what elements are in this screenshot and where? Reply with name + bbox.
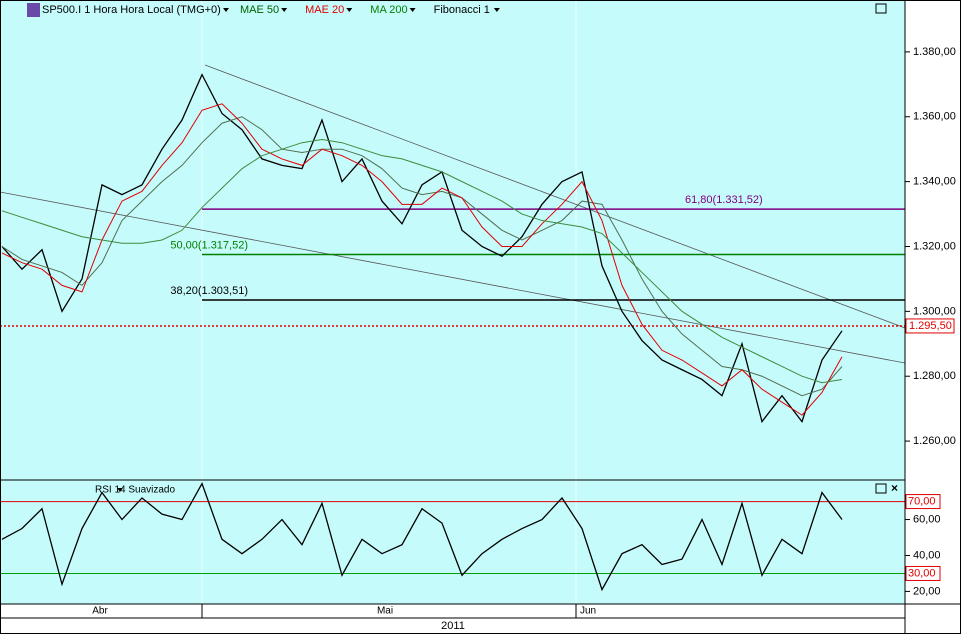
legend-entry[interactable]: MAE 50: [240, 4, 279, 16]
dropdown-arrow: [409, 8, 416, 12]
rsi-level-label: 30,00: [908, 567, 936, 579]
fibonacci-label: 61,80(1.331,52): [685, 194, 763, 206]
y-tick-label: 1.260,00: [913, 435, 956, 447]
trend-line: [0, 191, 906, 364]
rsi-level-box: [905, 494, 941, 510]
dropdown-arrow: [493, 8, 500, 12]
maximize-button[interactable]: [875, 3, 887, 14]
y-tick-label: 1.280,00: [913, 370, 956, 382]
time-axis-background: [0, 604, 905, 634]
series-line: [1, 103, 843, 416]
fibonacci-label: 38,20(1.303,51): [170, 285, 248, 297]
legend-entry[interactable]: MAE 20: [305, 4, 344, 16]
x-tick-label: Jun: [580, 606, 596, 617]
last-price-label: 1.295,50: [909, 320, 952, 332]
y-tick-label: 1.380,00: [913, 46, 956, 58]
y-tick-label: 1.360,00: [913, 111, 956, 123]
year-label: 2011: [441, 620, 465, 632]
dropdown-arrow: [346, 8, 353, 12]
x-tick-label: Abr: [92, 606, 108, 617]
y-tick-label: 1.320,00: [913, 240, 956, 252]
series-line: [1, 73, 843, 424]
plot-area: 61,80(1.331,52) 50,00(1.317,52) 38,20(1.30…: [0, 73, 905, 592]
fibonacci-label: 50,00(1.317,52): [170, 239, 248, 251]
series-line: [1, 138, 843, 384]
dropdown-arrow: [281, 8, 288, 12]
maximize-button[interactable]: [875, 483, 887, 494]
plot-background: [0, 0, 905, 604]
y-tick-label: 20,00: [913, 585, 941, 597]
y-tick-label: 40,00: [913, 549, 941, 561]
axis-background: [905, 0, 961, 634]
indicator-title[interactable]: RSI 14 Suavizado: [95, 485, 175, 496]
last-price-box: [905, 318, 955, 334]
y-tick-label: 1.340,00: [913, 176, 956, 188]
rsi-level-box: [905, 565, 941, 581]
rsi-level-label: 70,00: [908, 495, 936, 507]
close-button[interactable]: ×: [891, 481, 898, 495]
series-line: [1, 116, 843, 397]
y-tick-label: 1.300,00: [913, 305, 956, 317]
y-tick-label: 60,00: [913, 513, 941, 525]
series-line: [1, 482, 843, 592]
dropdown-arrow: [223, 8, 229, 12]
legend-entry[interactable]: MA 200: [370, 4, 407, 16]
symbol-title[interactable]: SP500.I 1 Hora Hora Local (TMG+0): [42, 4, 221, 16]
symbol-icon[interactable]: [27, 3, 40, 17]
legend-entry[interactable]: Fibonacci 1: [434, 4, 490, 16]
x-tick-label: Mai: [377, 606, 393, 617]
dropdown-arrow: [117, 488, 123, 492]
trend-line: [204, 64, 906, 329]
